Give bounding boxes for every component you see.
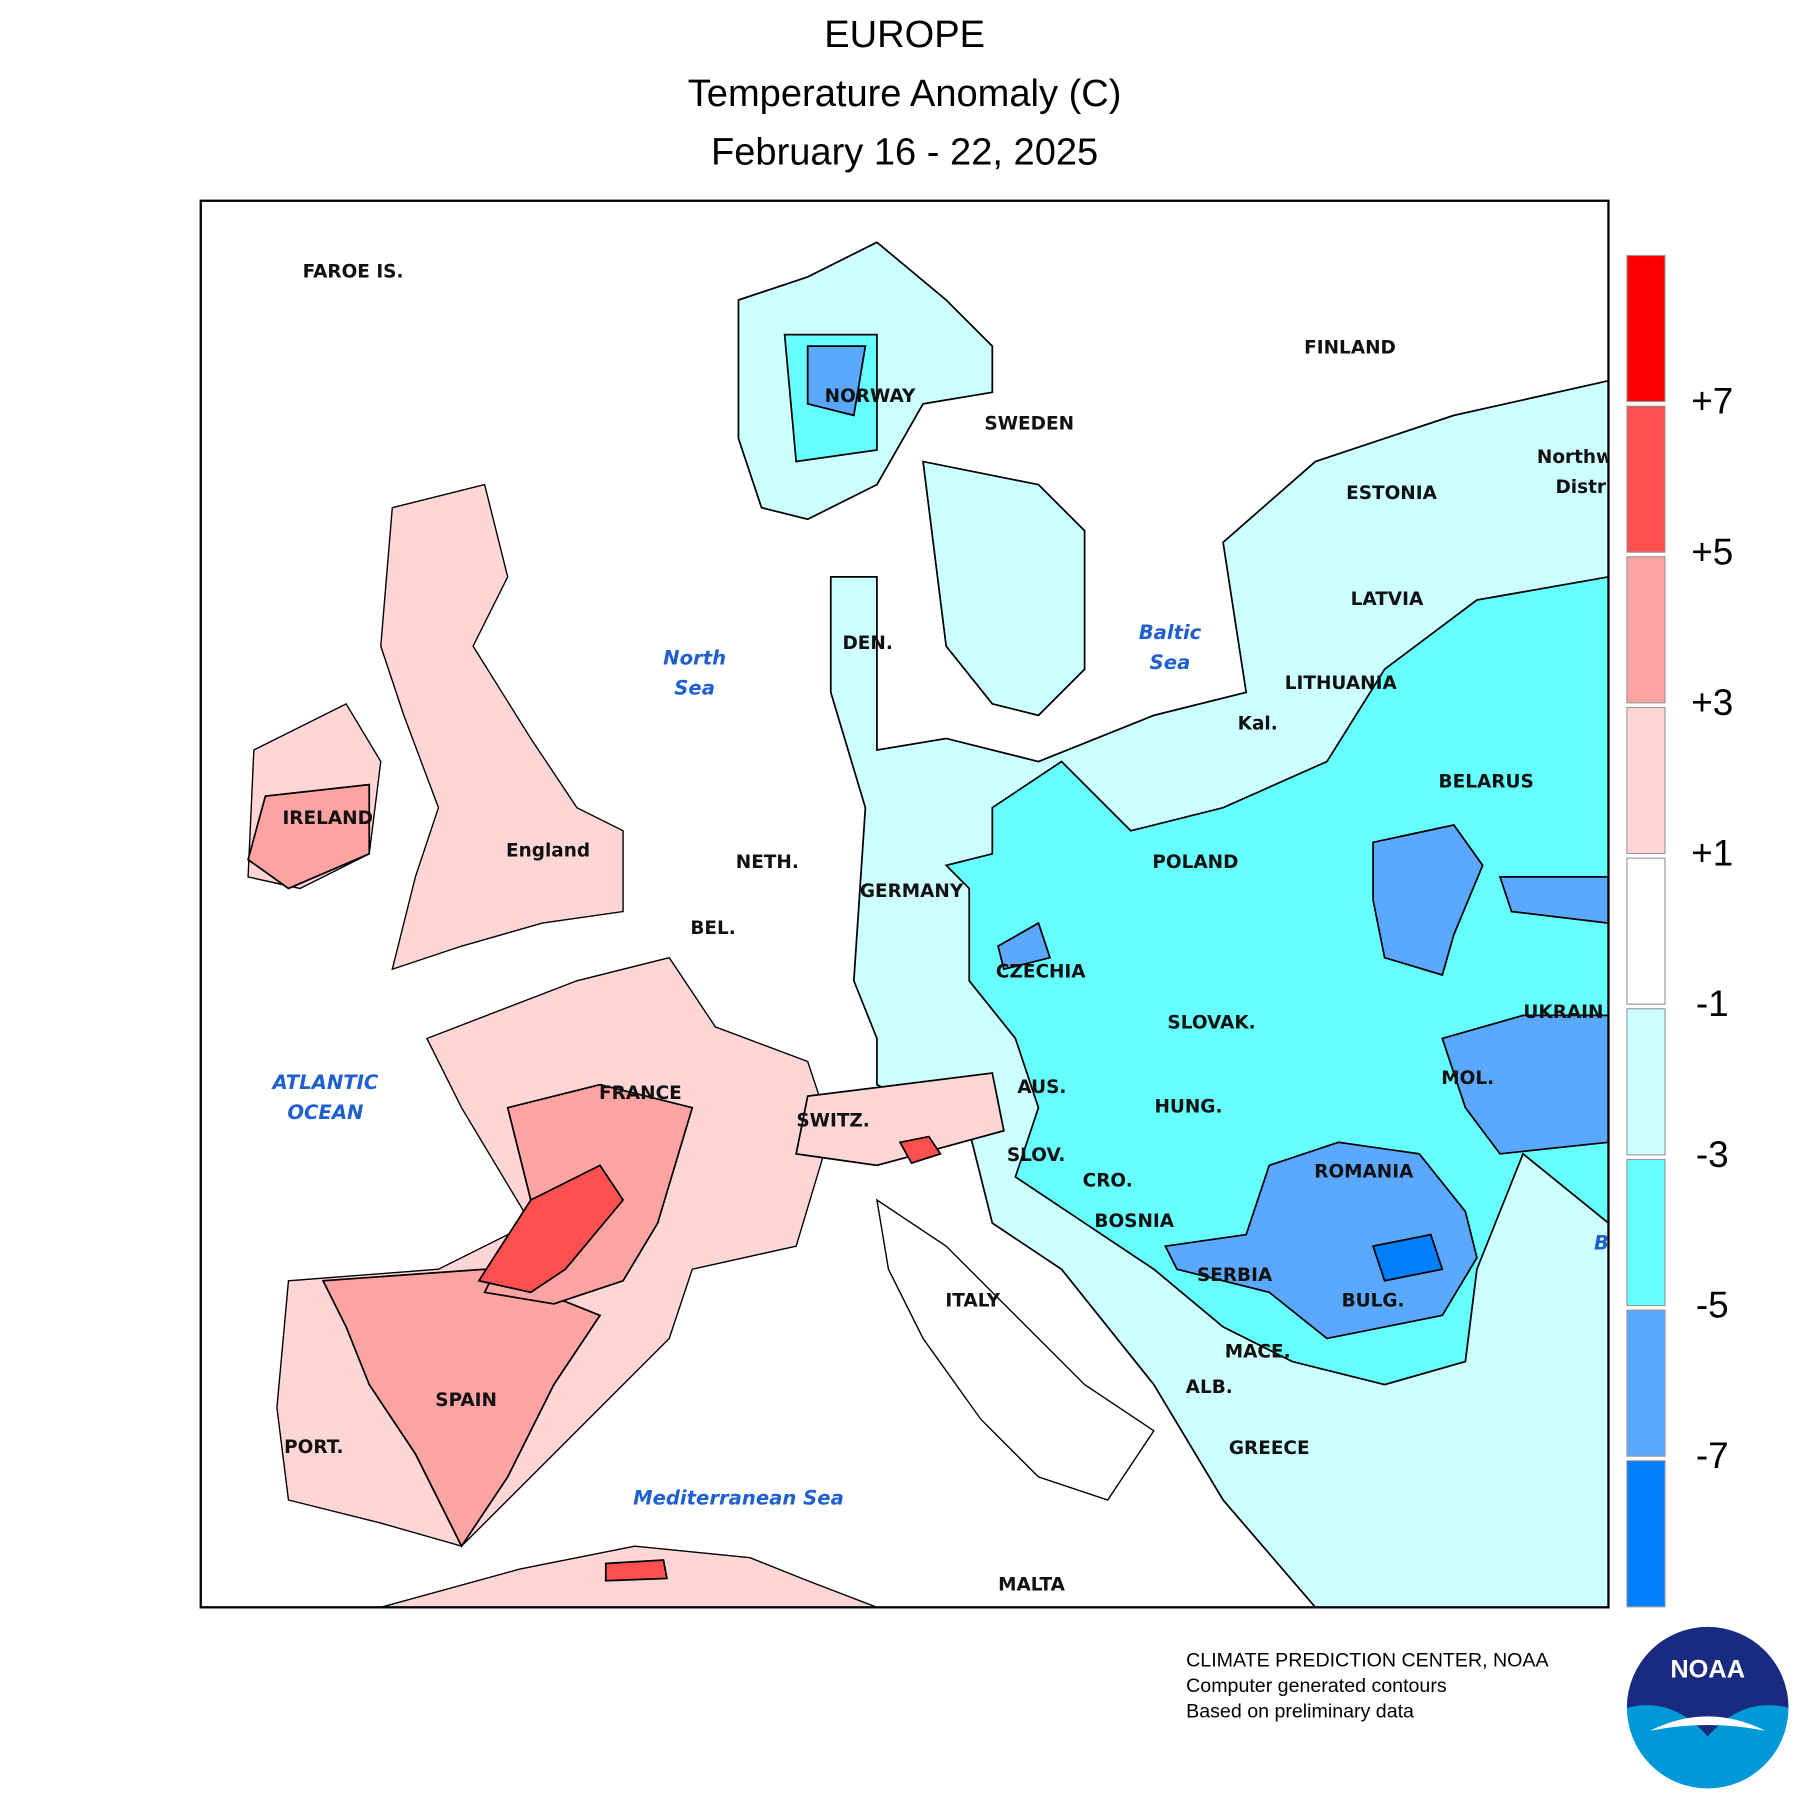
legend-tick-label: -5 — [1696, 1285, 1729, 1326]
credit: CLIMATE PREDICTION CENTER, NOAA — [1186, 1650, 1549, 1672]
legend-swatch — [1626, 1158, 1666, 1307]
legend-swatch — [1626, 254, 1666, 403]
region-label: Kal. — [1238, 714, 1278, 735]
region-label: UKRAIN — [1523, 1002, 1603, 1023]
region-label: LATVIA — [1351, 589, 1424, 610]
region-label: NORWAY — [825, 386, 916, 407]
legend-swatch — [1626, 857, 1666, 1005]
legend-swatch — [1626, 405, 1666, 553]
region-label: BOSNIA — [1094, 1211, 1174, 1232]
region-label: SPAIN — [435, 1390, 497, 1411]
region-label: NETH. — [736, 852, 799, 873]
region-label: CRO. — [1083, 1171, 1133, 1192]
logo-text: NOAA — [1670, 1655, 1745, 1683]
region-label: GERMANY — [860, 881, 964, 902]
region-label: POLAND — [1152, 852, 1238, 873]
region-label: CZECHIA — [996, 962, 1086, 983]
map — [200, 200, 1609, 1608]
sea-label: OCEAN — [287, 1101, 363, 1124]
sea-label: Mediterranean Sea — [633, 1486, 844, 1509]
credit: Based on preliminary data — [1186, 1700, 1414, 1722]
sea-label: ATLANTIC — [270, 1071, 378, 1094]
region-label: BELARUS — [1439, 771, 1534, 792]
region-label: GREECE — [1229, 1438, 1310, 1459]
region-label: SLOVAK. — [1167, 1012, 1255, 1033]
sea-label: North — [663, 646, 726, 669]
legend-tick-label: +3 — [1691, 682, 1733, 723]
title: EUROPE — [824, 14, 985, 56]
map-labels: FAROE IS. NORWAY SWEDEN FINLAND ESTONIA LATVI… — [270, 261, 1613, 1595]
legend-tick-label: -1 — [1696, 983, 1729, 1024]
sea-label: B — [1594, 1231, 1609, 1254]
sea-label: Baltic — [1139, 621, 1202, 644]
region-label: MOL. — [1441, 1068, 1494, 1089]
region-label: MALTA — [998, 1574, 1066, 1595]
legend: +7 +5 +3 +1 -1 -3 -5 -7 — [1626, 254, 1733, 1608]
legend-swatch — [1626, 556, 1666, 704]
map-frame — [199, 199, 1610, 1609]
region-label: ROMANIA — [1314, 1161, 1414, 1182]
legend-swatch — [1626, 1309, 1666, 1457]
region-label: ESTONIA — [1346, 483, 1437, 504]
region-label: Distr — [1555, 477, 1606, 498]
legend-tick-label: +7 — [1691, 381, 1733, 422]
period: February 16 - 22, 2025 — [711, 132, 1098, 174]
region-label: SWEDEN — [984, 414, 1074, 435]
region-label: LITHUANIA — [1285, 673, 1398, 694]
sea-label: Sea — [674, 676, 715, 699]
region-label: MACE. — [1225, 1341, 1291, 1362]
region-label: AUS. — [1017, 1077, 1066, 1098]
region-label: FINLAND — [1304, 337, 1396, 358]
legend-swatch — [1626, 706, 1666, 855]
region-label: Northw — [1537, 447, 1613, 468]
region-label: BEL. — [690, 918, 735, 939]
region-label: FAROE IS. — [303, 261, 404, 282]
region-label: England — [506, 841, 590, 862]
region-label: ALB. — [1186, 1377, 1233, 1398]
region-label: DEN. — [842, 633, 892, 654]
region-label: HUNG. — [1154, 1097, 1222, 1118]
legend-tick-label: -7 — [1696, 1435, 1729, 1476]
legend-swatch — [1626, 1008, 1666, 1156]
region-label: PORT. — [284, 1437, 343, 1458]
noaa-logo: NOAA — [1626, 1626, 1789, 1789]
region-label: SWITZ. — [796, 1111, 870, 1132]
region-label: FRANCE — [599, 1083, 682, 1104]
region-label: SERBIA — [1197, 1265, 1273, 1286]
region-label: BULG. — [1342, 1291, 1405, 1312]
legend-tick-label: +5 — [1691, 531, 1733, 572]
legend-tick-label: +1 — [1691, 833, 1733, 874]
region-label: ITALY — [945, 1291, 1000, 1312]
legend-swatch — [1626, 1460, 1666, 1608]
sea-label: Sea — [1150, 651, 1191, 674]
subtitle: Temperature Anomaly (C) — [688, 73, 1122, 115]
legend-tick-label: -3 — [1696, 1134, 1729, 1175]
credit: Computer generated contours — [1186, 1675, 1447, 1697]
region-label: IRELAND — [282, 808, 372, 829]
region-label: SLOV. — [1007, 1145, 1066, 1166]
